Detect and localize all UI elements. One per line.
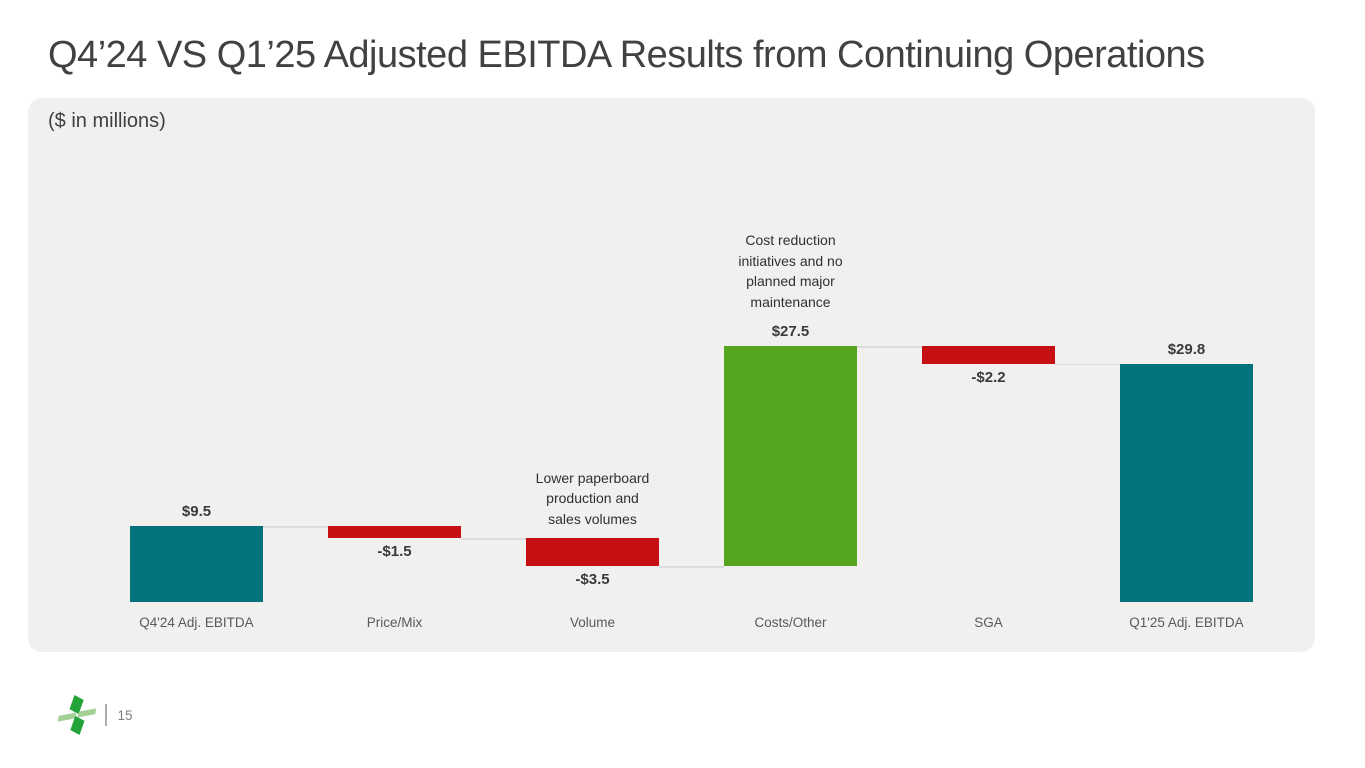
waterfall-bar	[724, 346, 857, 566]
chart-annotation: Cost reduction initiatives and no planne…	[738, 232, 843, 310]
units-note: ($ in millions)	[48, 110, 166, 132]
slide-title: Q4’24 VS Q1’25 Adjusted EBITDA Results f…	[48, 34, 1205, 76]
waterfall-bar	[328, 526, 461, 538]
connector-line	[1055, 363, 1120, 366]
bar-category-label: Costs/Other	[754, 615, 827, 630]
footer: 15	[57, 690, 133, 740]
chart-annotation: Lower paperboard production and sales vo…	[535, 469, 650, 527]
bar-category-label: Q4'24 Adj. EBITDA	[139, 615, 254, 630]
connector-line	[659, 566, 724, 568]
page-number-divider	[105, 704, 107, 726]
waterfall-bar	[130, 526, 263, 602]
waterfall-bar	[526, 538, 659, 566]
company-logo-icon	[57, 695, 97, 735]
connector-line	[857, 346, 922, 348]
connector-line	[263, 526, 328, 528]
waterfall-chart: $9.5 Q4'24 Adj. EBITDA -$1.5 Price/Mix -$3.5…	[28, 98, 1315, 652]
bar-value-label: -$1.5	[377, 543, 412, 560]
bar-value-label: -$2.2	[971, 368, 1006, 386]
connector-line	[461, 538, 526, 540]
waterfall-bar	[922, 346, 1055, 364]
bar-value-label: $27.5	[771, 323, 810, 340]
bar-category-label: Price/Mix	[366, 615, 423, 630]
bar-category-label: Q1'25 Adj. EBITDA	[1129, 615, 1244, 630]
chart-card: ($ in millions) $9.5 Q4'24 Adj. EBITDA -$1…	[28, 98, 1315, 652]
bar-category-label: Volume	[569, 615, 616, 630]
bar-category-label: SGA	[974, 615, 1003, 630]
bar-value-label: $9.5	[181, 503, 212, 520]
bar-value-label: $29.8	[1167, 340, 1206, 358]
page-number: 15	[117, 707, 133, 723]
waterfall-bar	[1120, 363, 1253, 602]
bar-value-label: -$3.5	[575, 571, 610, 588]
